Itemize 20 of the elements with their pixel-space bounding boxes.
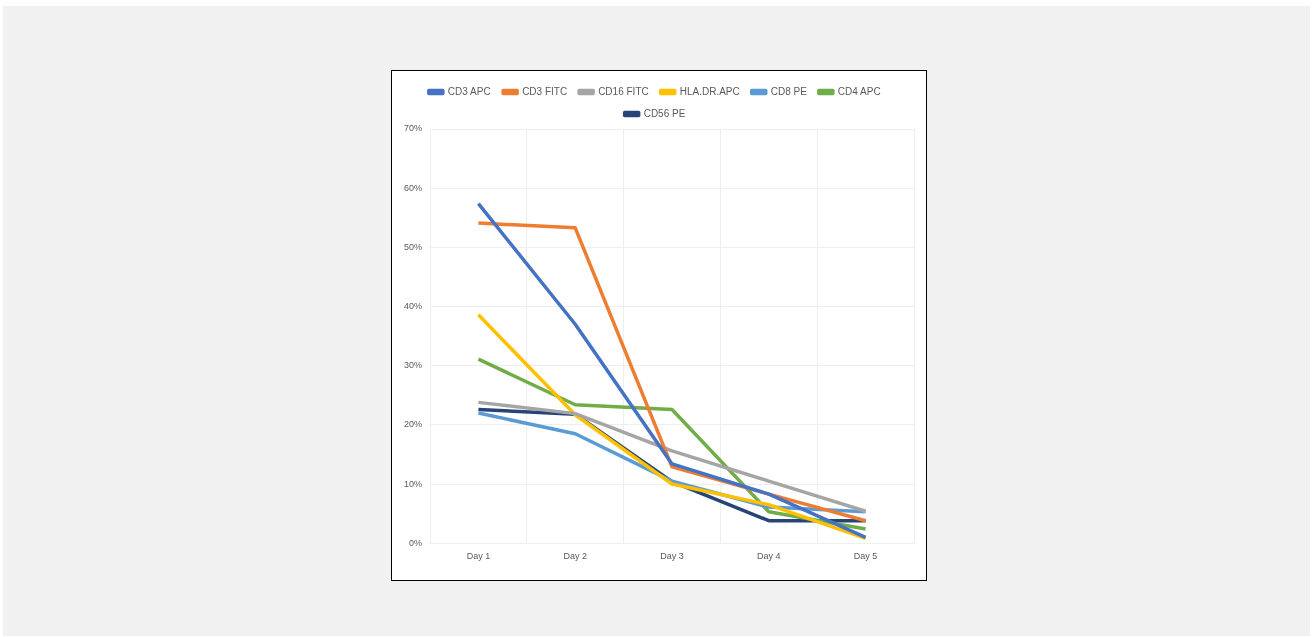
y-tick-label: 0% xyxy=(409,537,423,548)
y-tick-label: 30% xyxy=(404,360,423,371)
x-tick-label: Day 5 xyxy=(853,551,878,562)
legend-label: CD3 APC xyxy=(447,85,491,97)
y-tick-label: 60% xyxy=(404,182,423,193)
x-tick-label: Day 4 xyxy=(757,551,781,562)
legend-label: CD3 FITC xyxy=(522,85,568,97)
legend-label: CD8 PE xyxy=(770,85,808,97)
legend-label: CD4 APC xyxy=(837,85,881,97)
y-tick-label: 40% xyxy=(404,301,423,311)
legend-label: CD56 PE xyxy=(643,107,686,119)
y-tick-label: 70% xyxy=(404,123,423,134)
y-tick-label: 10% xyxy=(404,478,423,489)
x-tick-label: Day 3 xyxy=(660,551,684,562)
x-tick-label: Day 2 xyxy=(563,551,587,562)
y-tick-label: 20% xyxy=(404,419,423,430)
legend-label: CD16 FITC xyxy=(598,85,649,97)
y-tick-label: 50% xyxy=(404,241,423,252)
x-tick-label: Day 1 xyxy=(466,551,491,562)
legend-label: HLA.DR.APC xyxy=(679,85,740,97)
